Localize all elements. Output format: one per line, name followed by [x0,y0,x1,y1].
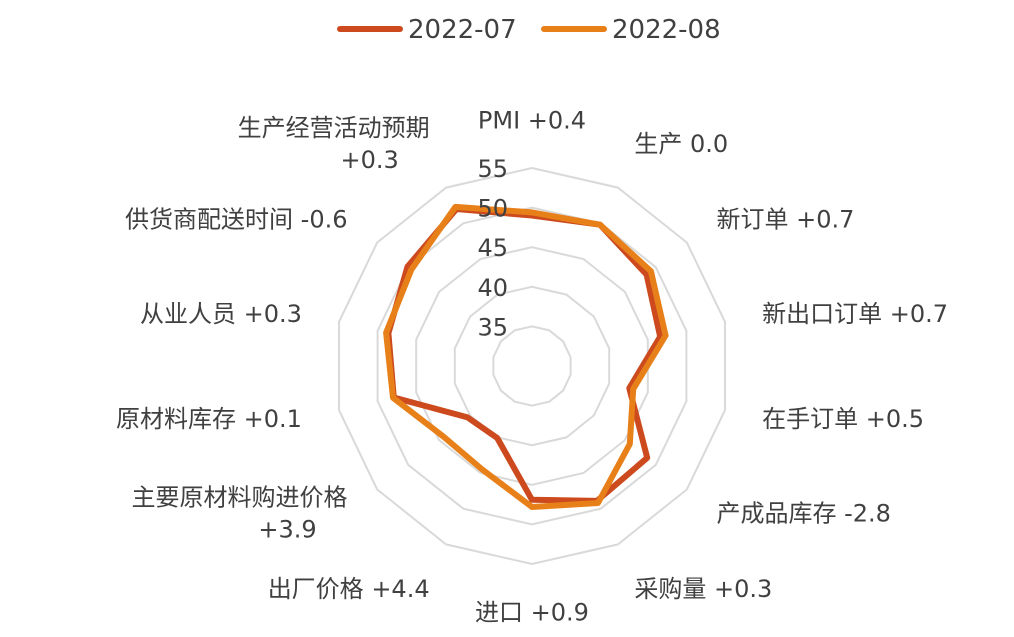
category-label: 生产经营活动预期+0.3 [238,114,430,174]
category-label: 从业人员 +0.3 [140,300,302,328]
legend-label-2022-08: 2022-08 [612,15,721,45]
grid-ring-55 [338,166,726,566]
radial-tick-55: 55 [477,155,508,183]
category-label: 生产 0.0 [634,130,728,158]
category-label: 在手订单 +0.5 [762,405,924,433]
legend-label-2022-07: 2022-07 [408,15,517,45]
category-label: 产成品库存 -2.8 [717,500,891,528]
category-label: 新订单 +0.7 [717,205,855,233]
series-line-2022-08 [383,203,669,510]
category-label: PMI +0.4 [478,106,586,134]
category-label: 主要原材料购进价格+3.9 [132,484,348,544]
radial-tick-45: 45 [477,234,508,262]
radial-tick-labels: 35 40 45 50 55 [477,155,508,341]
grid-ring-45 [415,246,649,486]
category-label: 出厂价格 +4.4 [268,575,430,603]
legend: 2022-07 2022-08 [337,15,721,45]
radial-tick-40: 40 [477,274,508,302]
radial-tick-50: 50 [477,195,508,223]
grid-ring-40 [453,285,611,447]
radar-grid [338,166,726,566]
category-label: 原材料库存 +0.1 [116,405,302,433]
grid-ring-50 [376,206,688,526]
category-labels: PMI +0.4 生产 0.0 新订单 +0.7 新出口订单 +0.7 在手订单 +0.… [116,106,948,626]
radial-tick-35: 35 [477,313,508,341]
grid-ring-35 [492,325,572,407]
category-label: 进口 +0.9 [475,598,589,626]
category-label: 新出口订单 +0.7 [762,300,948,328]
category-label: 采购量 +0.3 [634,575,772,603]
category-label: 供货商配送时间 -0.6 [125,205,347,233]
radar-series [383,203,669,510]
